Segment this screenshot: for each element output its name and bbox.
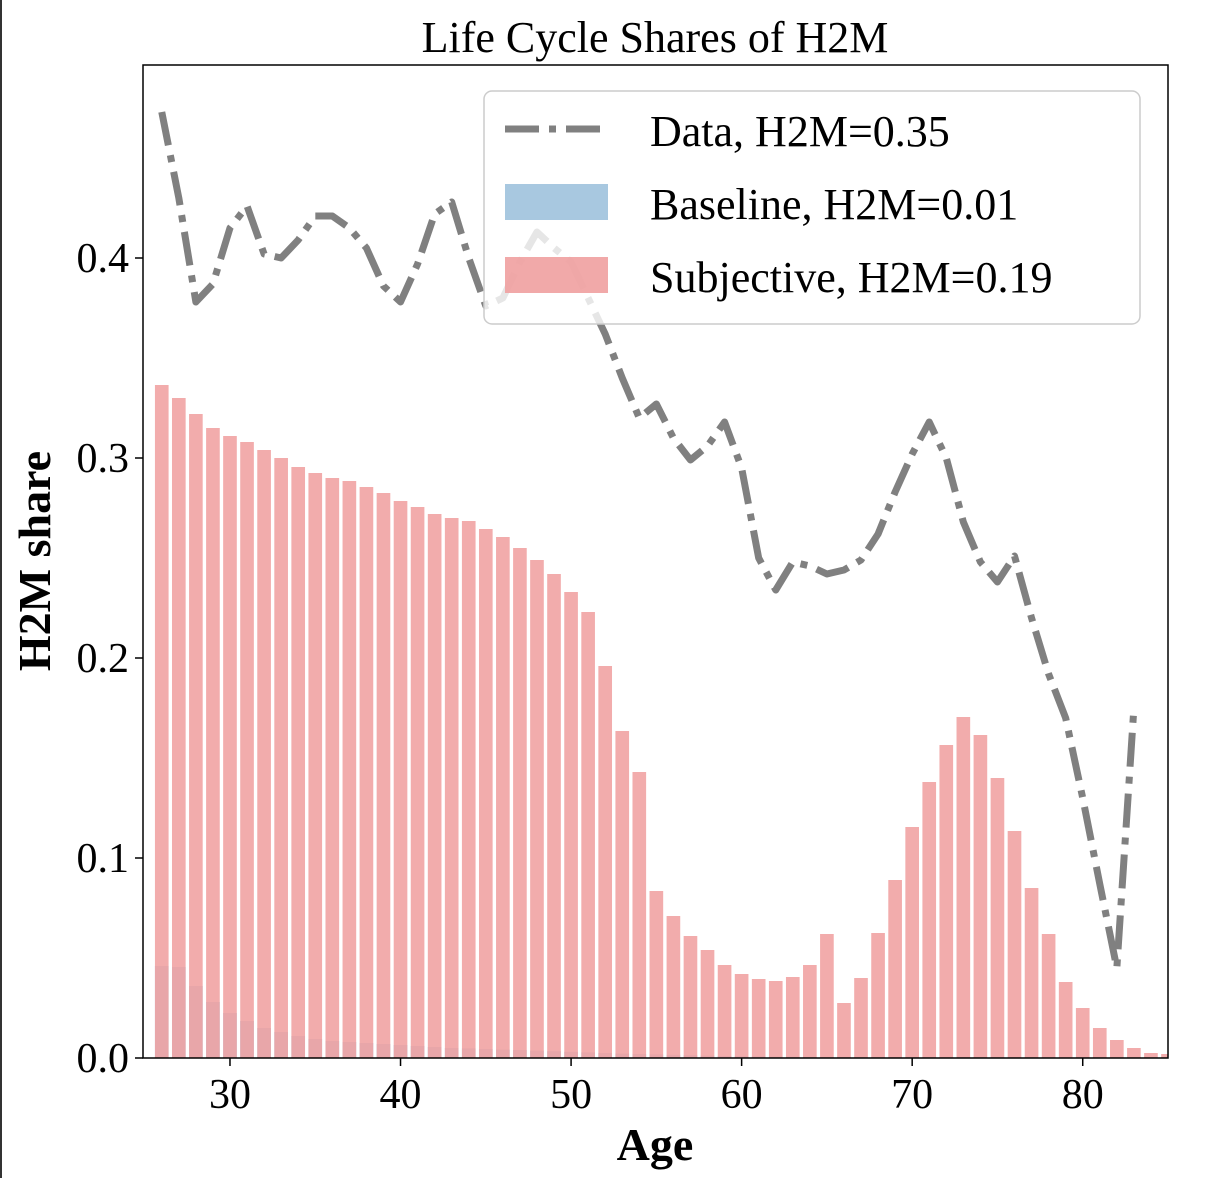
- subjective-bar: [444, 518, 459, 1058]
- subjective-bar: [939, 745, 954, 1058]
- subjective-bar: [803, 965, 817, 1058]
- subjective-bar: [632, 772, 647, 1058]
- data-line-group: [158, 111, 1138, 972]
- subjective-bar: [666, 916, 681, 1058]
- subjective-bar: [768, 981, 783, 1058]
- subjective-bar: [274, 458, 288, 1058]
- subjective-bar: [785, 977, 800, 1058]
- legend-label-subjective: Subjective, H2M=0.19: [650, 253, 1052, 302]
- subjective-bar: [734, 974, 749, 1058]
- subjective-bar: [325, 478, 340, 1058]
- x-tick-label: 60: [721, 1072, 763, 1118]
- subjective-bar: [189, 414, 203, 1058]
- subjective-bar: [1024, 888, 1039, 1058]
- subjective-bar: [513, 548, 527, 1058]
- subjective-bar: [598, 666, 613, 1058]
- baseline-bars: [154, 966, 1168, 1058]
- subjective-bar: [530, 560, 544, 1058]
- y-axis: 0.0 0.1 0.2 0.3 0.4: [77, 236, 143, 1082]
- subjective-bar: [342, 481, 357, 1058]
- subjective-bar: [717, 965, 732, 1058]
- legend-box: [483, 90, 1141, 325]
- subjective-bar: [615, 731, 630, 1058]
- y-axis-label: H2M share: [9, 451, 60, 671]
- subjective-bar: [223, 436, 237, 1058]
- subjective-bars: [154, 385, 1168, 1058]
- legend-swatch-subjective: [505, 257, 608, 293]
- subjective-bar: [683, 936, 698, 1058]
- subjective-bar: [1058, 982, 1073, 1058]
- y-tick-label: 0.4: [77, 236, 130, 282]
- y-tick-label: 0.1: [77, 836, 130, 882]
- y-tick-label: 0.3: [77, 436, 130, 482]
- subjective-bar: [564, 592, 578, 1058]
- subjective-bar: [1092, 1028, 1107, 1058]
- y-tick-label: 0.0: [77, 1036, 130, 1082]
- subjective-bar: [1007, 831, 1022, 1058]
- legend-swatch-baseline: [505, 184, 608, 220]
- subjective-bar: [837, 1003, 851, 1058]
- legend: Data, H2M=0.35 Baseline, H2M=0.01 Subjec…: [483, 90, 1141, 325]
- subjective-bar: [206, 428, 220, 1058]
- subjective-bar: [547, 574, 561, 1058]
- subjective-bar: [376, 493, 391, 1058]
- legend-label-data: Data, H2M=0.35: [650, 107, 950, 156]
- subjective-bar: [1075, 1008, 1090, 1058]
- data-line: [158, 111, 1138, 972]
- subjective-bar: [427, 514, 442, 1058]
- subjective-bar: [905, 827, 919, 1058]
- subjective-bar: [240, 442, 254, 1058]
- plot-frame: [142, 64, 1169, 1059]
- subjective-bar: [359, 487, 374, 1058]
- subjective-bar: [257, 450, 271, 1058]
- subjective-bar: [649, 891, 664, 1058]
- subjective-bar: [973, 735, 988, 1058]
- subjective-bar: [956, 717, 971, 1058]
- subjective-bar: [478, 529, 493, 1058]
- chart-title: Life Cycle Shares of H2M: [422, 13, 889, 62]
- subjective-bar: [990, 778, 1005, 1058]
- x-axis-label: Age: [617, 1119, 694, 1170]
- subjective-bar: [1144, 1053, 1158, 1058]
- x-tick-label: 70: [891, 1072, 933, 1118]
- subjective-bar: [1127, 1048, 1141, 1058]
- subjective-bar: [461, 521, 476, 1058]
- subjective-bar: [1110, 1040, 1124, 1058]
- subjective-bar: [496, 537, 510, 1058]
- subjective-bar: [154, 385, 169, 1058]
- subjective-bar: [171, 398, 186, 1058]
- subjective-bar: [1161, 1054, 1168, 1058]
- x-axis: 30 40 50 60 70 80: [209, 1058, 1104, 1118]
- subjective-bar: [700, 950, 715, 1058]
- subjective-bar: [820, 934, 834, 1058]
- x-tick-label: 80: [1062, 1072, 1104, 1118]
- subjective-bar: [888, 880, 902, 1058]
- subjective-bar: [393, 501, 408, 1058]
- subjective-bar: [581, 612, 595, 1058]
- subjective-bar: [854, 978, 868, 1058]
- x-tick-label: 30: [209, 1072, 251, 1118]
- subjective-bar: [291, 467, 306, 1058]
- subjective-bar: [1041, 934, 1056, 1058]
- subjective-bar: [410, 507, 425, 1058]
- subjective-bar: [308, 473, 323, 1058]
- y-tick-label: 0.2: [77, 636, 130, 682]
- legend-label-baseline: Baseline, H2M=0.01: [650, 180, 1018, 229]
- subjective-bar: [751, 979, 766, 1058]
- subjective-bar: [871, 933, 885, 1058]
- x-tick-label: 40: [380, 1072, 422, 1118]
- subjective-bar: [922, 782, 937, 1058]
- x-tick-label: 50: [550, 1072, 592, 1118]
